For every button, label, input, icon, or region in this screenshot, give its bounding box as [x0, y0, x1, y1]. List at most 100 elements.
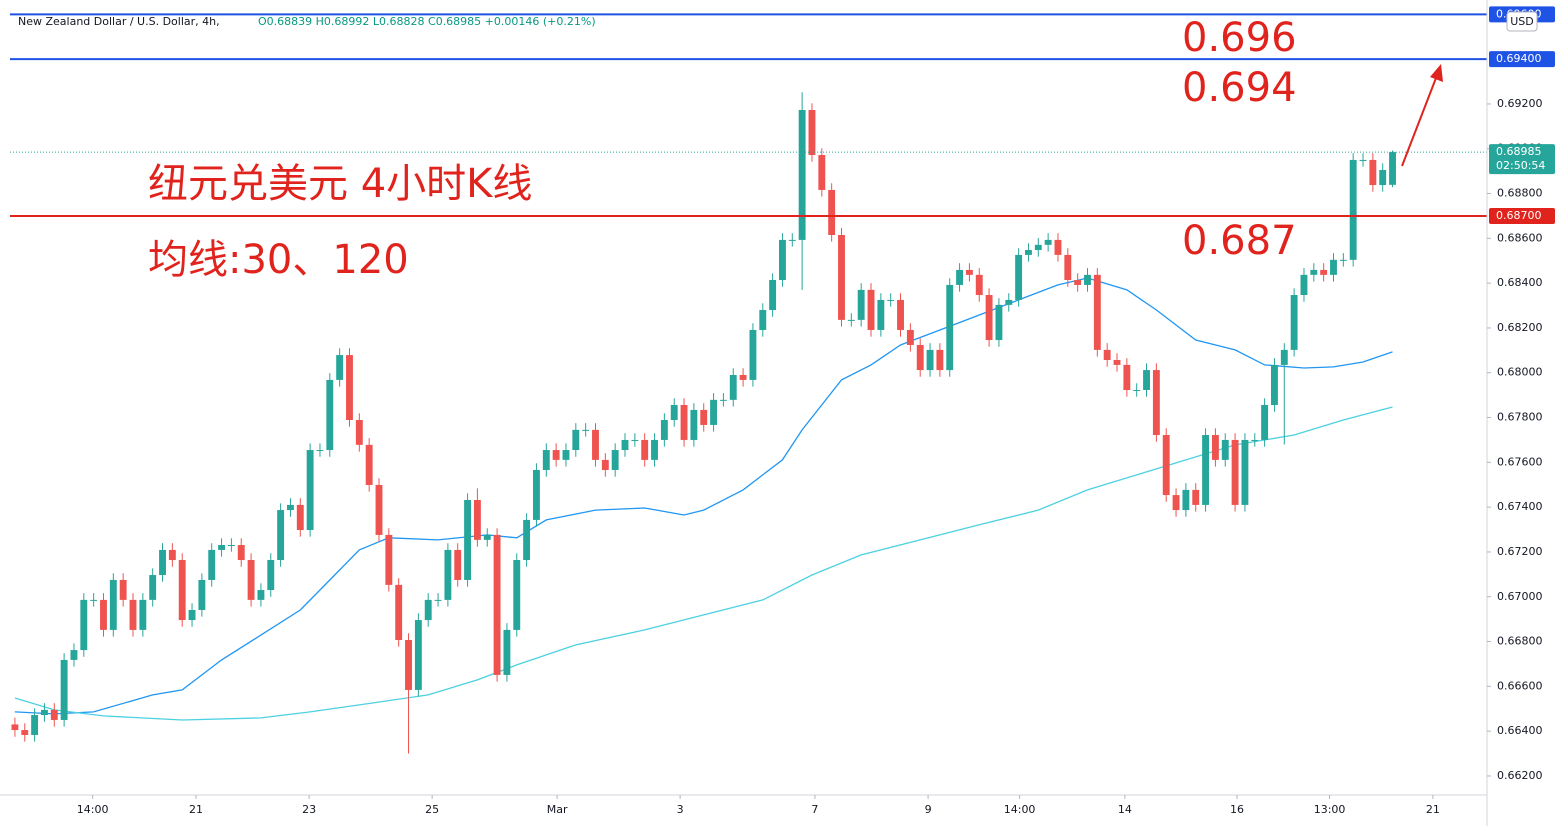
candle-body — [700, 409, 708, 425]
axes: 0.66200 0.66400 0.66600 0.66800 0.67000 0.672… — [77, 6, 1555, 816]
candle-body — [916, 344, 924, 371]
candle-body — [1359, 159, 1367, 161]
x-tick-label: 3 — [677, 803, 684, 816]
candle-body — [109, 579, 117, 630]
candle-body — [877, 299, 885, 330]
annotation: 纽元兑美元 4小时K线 — [148, 161, 532, 207]
candle-body — [1310, 269, 1318, 275]
candle-body — [1271, 364, 1278, 406]
candle-body — [582, 429, 590, 431]
candle-body — [887, 299, 895, 301]
x-tick-label: 25 — [425, 803, 439, 816]
candle-body — [1162, 435, 1170, 496]
candle-body — [936, 349, 944, 371]
candle-body — [1241, 439, 1249, 505]
candle-body — [60, 659, 68, 720]
x-tick-label: 16 — [1230, 803, 1244, 816]
candle-body — [375, 484, 383, 535]
x-tick-label: 14:00 — [1004, 803, 1036, 816]
candle-body — [1251, 439, 1259, 441]
x-tick-label: 7 — [811, 803, 818, 816]
candle-body — [237, 545, 245, 561]
candle-body — [847, 319, 855, 321]
candle-body — [21, 730, 29, 735]
candle-body — [1133, 389, 1141, 391]
candle-body — [1113, 359, 1121, 365]
candle-body — [1300, 274, 1308, 296]
x-tick-label: 9 — [925, 803, 932, 816]
annotation: 0.694 — [1182, 65, 1297, 111]
candle-body — [188, 609, 196, 621]
annotation: 0.696 — [1182, 15, 1297, 61]
symbol: New Zealand Dollar / U.S. Dollar, 4h, — [18, 15, 220, 28]
candle-body — [788, 239, 796, 241]
y-tick-label: 0.69200 — [1497, 97, 1543, 110]
candle-body — [473, 499, 481, 540]
candle-body — [1015, 254, 1023, 300]
candle-body — [562, 450, 570, 460]
current-price-label: 0.68985 — [1496, 145, 1542, 158]
countdown: 02:50:54 — [1496, 159, 1545, 172]
candle-body — [513, 560, 521, 630]
candle-body — [149, 575, 157, 600]
candle-body — [867, 289, 875, 330]
candle-body — [1389, 152, 1396, 185]
y-tick-label: 0.68400 — [1497, 276, 1543, 289]
currency: USD — [1510, 15, 1534, 28]
y-tick-label: 0.68000 — [1497, 366, 1543, 379]
candle-body — [306, 450, 314, 530]
candle-body — [296, 504, 304, 530]
y-tick-label: 0.67600 — [1497, 455, 1543, 468]
candle-body — [719, 399, 727, 401]
currency-badge — [1506, 11, 1538, 32]
candle-body — [523, 519, 531, 561]
candle-body — [483, 534, 491, 540]
candle-body — [31, 715, 39, 735]
candle-body — [70, 650, 78, 660]
candle-body — [651, 439, 658, 460]
y-tick-label: 0.67200 — [1497, 545, 1543, 558]
candle-body — [1280, 349, 1288, 365]
candle-body — [1202, 435, 1210, 505]
moving-average — [14, 406, 1393, 721]
candle-body — [1005, 299, 1013, 305]
price-label: 0.69400 — [1496, 52, 1542, 65]
candle-body — [739, 374, 747, 380]
candle-body — [1025, 249, 1032, 255]
candle-body — [326, 379, 334, 451]
candle-body — [346, 355, 353, 421]
candle-body — [257, 590, 265, 600]
annotation: 0.687 — [1182, 218, 1297, 264]
arrow — [1401, 64, 1443, 167]
candle-body — [1143, 370, 1150, 390]
x-tick-label: 21 — [189, 803, 203, 816]
candle-body — [838, 234, 845, 320]
candle-body — [1123, 364, 1131, 390]
candle-body — [710, 399, 718, 425]
candle-body — [434, 599, 442, 601]
annotation: 均线:30、120 — [148, 237, 409, 283]
price-label: 0.68700 — [1496, 209, 1542, 222]
candle-body — [680, 405, 688, 440]
candle-body — [365, 444, 373, 485]
candle-body — [493, 534, 501, 675]
y-tick-label: 0.66400 — [1497, 724, 1543, 737]
candle-body — [198, 579, 206, 610]
candle-body — [1044, 239, 1052, 245]
candle-body — [1054, 239, 1062, 255]
candle-body — [129, 599, 137, 630]
y-tick-label: 0.67800 — [1497, 411, 1543, 424]
candle-body — [424, 599, 432, 621]
candle-body — [611, 450, 619, 470]
candle-body — [906, 329, 914, 345]
candle-body — [621, 439, 629, 451]
candle-body — [601, 459, 609, 470]
candle-body — [631, 439, 639, 441]
candle-body — [965, 269, 973, 275]
candle-body — [641, 439, 649, 460]
candle-body — [316, 450, 324, 452]
candle-body — [1093, 274, 1101, 350]
candle-body — [444, 549, 452, 600]
candle-body — [405, 639, 412, 690]
